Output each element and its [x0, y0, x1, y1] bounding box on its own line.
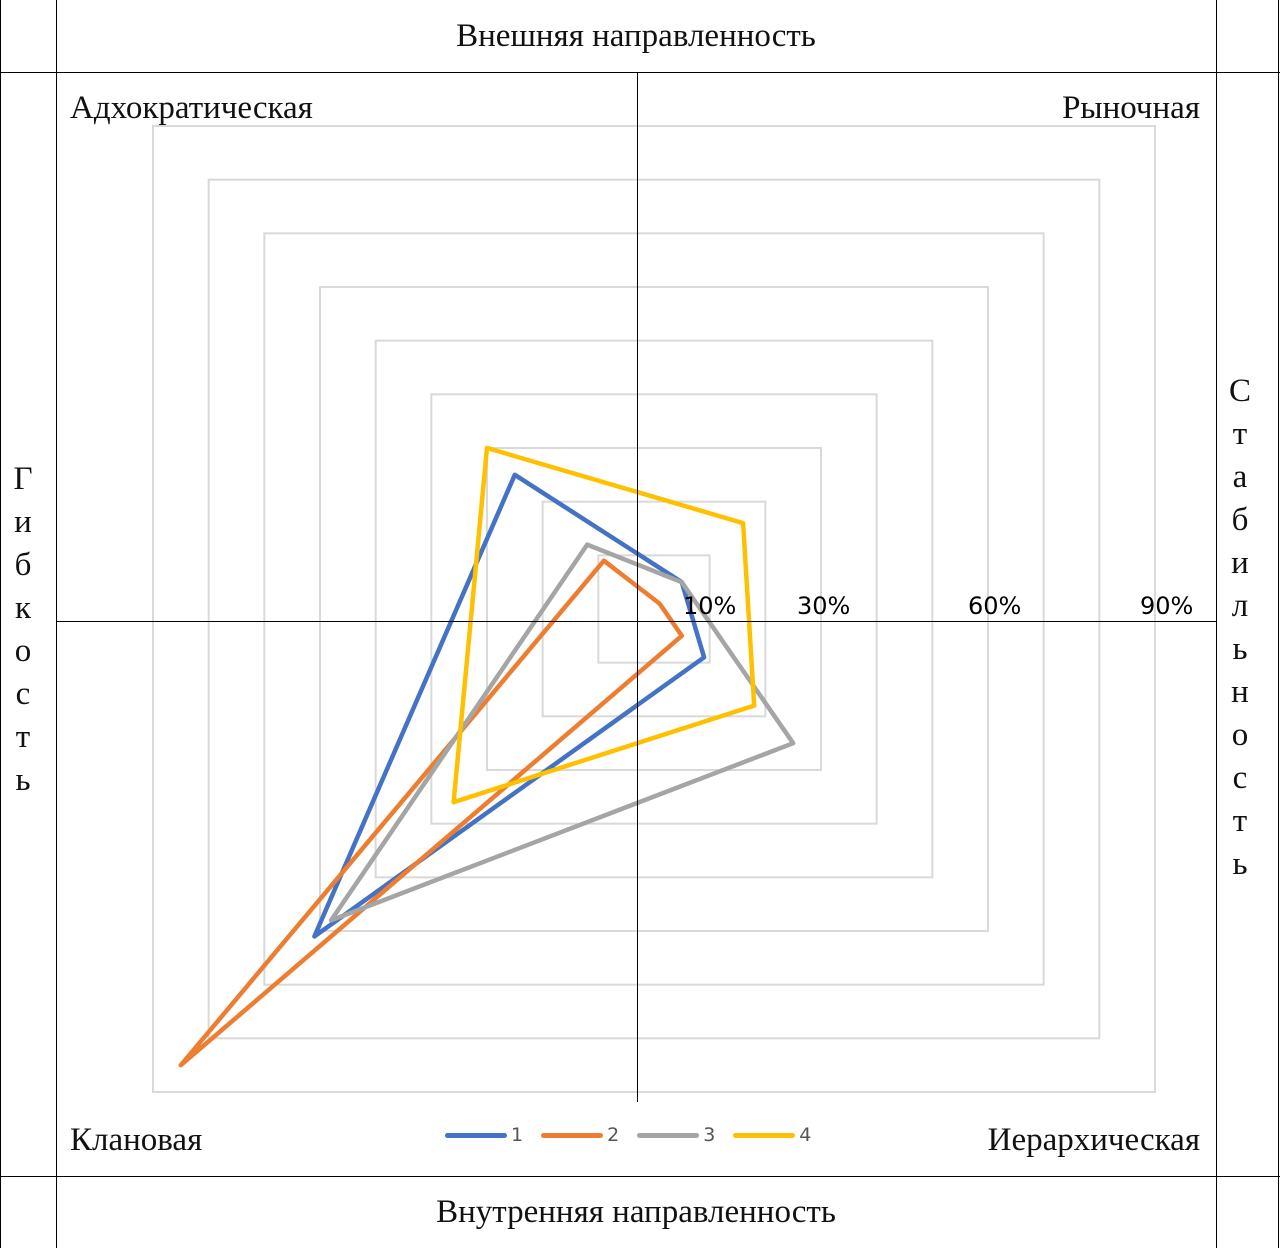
horizontal-axis — [56, 621, 1216, 622]
letter: и — [1231, 545, 1249, 581]
tick-label: 60% — [968, 592, 1022, 620]
grid-ring — [207, 178, 1101, 1040]
label-market: Рыночная — [1062, 90, 1200, 126]
legend-item: 3 — [637, 1124, 715, 1146]
letter: ь — [1232, 846, 1248, 882]
letter: и — [14, 504, 32, 540]
vertical-axis — [637, 72, 638, 1102]
letter: т — [1232, 416, 1248, 452]
letter: о — [14, 633, 32, 669]
letter: а — [1232, 459, 1248, 495]
legend-item: 1 — [445, 1124, 523, 1146]
letter: с — [15, 676, 31, 712]
letter: ь — [15, 762, 31, 798]
letter: к — [14, 590, 32, 626]
grid-ring — [319, 286, 989, 932]
label-adhocracy: Адхократическая — [70, 90, 313, 126]
letter: л — [1231, 588, 1249, 624]
grid-ring — [374, 339, 934, 879]
letter: н — [1231, 674, 1249, 710]
grid-ring — [430, 393, 878, 825]
letter: б — [1231, 502, 1249, 538]
letter: б — [14, 547, 32, 583]
series-4-line — [451, 445, 757, 805]
legend-swatch — [541, 1132, 604, 1138]
legend: 1 2 3 4 — [445, 1124, 811, 1146]
letter: т — [15, 719, 31, 755]
letter: т — [1232, 803, 1248, 839]
tick-label: 10% — [683, 592, 737, 620]
tick-label: 30% — [797, 592, 851, 620]
table-border — [0, 0, 1, 1248]
tick-label: 90% — [1140, 592, 1194, 620]
bottom-header: Внутренняя направленность — [436, 1194, 836, 1230]
legend-label: 1 — [511, 1124, 524, 1146]
legend-label: 3 — [703, 1124, 716, 1146]
series-1-line — [312, 472, 707, 939]
table-border — [0, 72, 1280, 73]
legend-swatch — [637, 1132, 700, 1138]
legend-swatch — [445, 1132, 507, 1138]
letter: Г — [13, 461, 33, 497]
label-clan: Клановая — [70, 1122, 203, 1158]
label-hierarchy: Иерархическая — [987, 1122, 1200, 1158]
grid-ring — [486, 447, 822, 771]
table-border — [56, 0, 57, 1248]
table-border — [1278, 0, 1279, 1248]
letter: С — [1228, 373, 1251, 409]
grid-ring — [152, 125, 1156, 1093]
legend-label: 2 — [607, 1124, 620, 1146]
letter: с — [1232, 760, 1248, 796]
grid-ring — [597, 554, 711, 664]
table-border — [1216, 0, 1217, 1248]
legend-label: 4 — [799, 1124, 812, 1146]
legend-item: 4 — [733, 1124, 811, 1146]
legend-item: 2 — [541, 1124, 619, 1146]
top-header: Внешняя направленность — [456, 18, 816, 54]
series-2-line — [178, 558, 685, 1068]
series-3-line — [328, 542, 796, 923]
letter: о — [1231, 717, 1249, 753]
table-border — [0, 1176, 1280, 1177]
grid-ring — [263, 232, 1045, 986]
legend-swatch — [733, 1132, 796, 1138]
letter: ь — [1232, 631, 1248, 667]
